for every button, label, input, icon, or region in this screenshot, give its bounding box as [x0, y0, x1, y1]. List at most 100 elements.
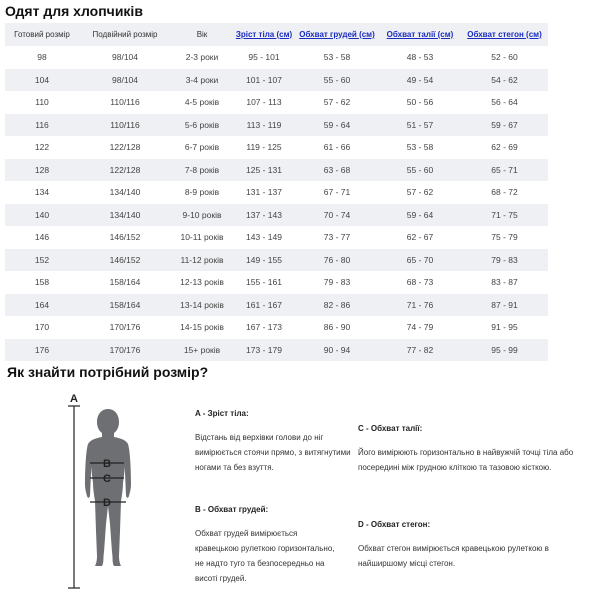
- col-header-hips-link[interactable]: Обхват стегон (см): [461, 23, 548, 46]
- table-cell: 62 - 69: [491, 142, 518, 153]
- table-row: 140 134/140 9-10 років 137 - 143 70 - 74 59 -…: [5, 203, 548, 226]
- col-header-height-link[interactable]: Зріст тіла (см): [233, 23, 295, 46]
- table-cell: 101 - 107: [233, 68, 295, 91]
- label-a: A: [70, 393, 78, 405]
- table-cell: 146/152: [109, 232, 141, 243]
- table-cell: 87 - 91: [461, 293, 548, 316]
- table-row: 104 98/104 3-4 роки 101 - 107 55 - 60 49 - 54…: [5, 68, 548, 91]
- table-cell: 2-3 роки: [185, 52, 219, 63]
- table-cell: 146/152: [79, 248, 171, 271]
- table-cell: 107 - 113: [246, 97, 282, 108]
- table-cell: 53 - 58: [406, 142, 434, 153]
- table-cell: 61 - 66: [323, 142, 351, 153]
- col-header-chest-link[interactable]: Обхват грудей (см): [295, 23, 379, 46]
- table-cell: 119 - 125: [246, 142, 282, 153]
- table-cell: 170: [34, 322, 50, 333]
- table-cell: 4-5 років: [184, 97, 220, 108]
- table-cell: 70 - 74: [295, 203, 379, 226]
- table-row: 122 122/128 6-7 років 119 - 125 61 - 66 53 - …: [5, 136, 548, 159]
- guide-item-waist: C - Обхват талії: Його вимірюють горизон…: [358, 424, 574, 472]
- table-cell: 56 - 64: [491, 97, 518, 108]
- table-row: 158 158/164 12-13 років 155 - 161 79 - 83 68 …: [5, 271, 548, 294]
- table-cell: 158: [34, 277, 50, 288]
- table-cell: 113 - 119: [233, 113, 295, 136]
- label-b: B: [103, 458, 111, 470]
- table-cell: 57 - 62: [323, 97, 351, 108]
- table-row: 110 110/116 4-5 років 107 - 113 57 - 62 50 - …: [5, 91, 548, 114]
- page-title: Одят для хлопчиків: [5, 3, 143, 19]
- table-cell: 79 - 83: [323, 277, 351, 288]
- table-cell: 73 - 77: [323, 232, 351, 243]
- table-row: 146 146/152 10-11 років 143 - 149 73 - 77 62 …: [5, 226, 548, 249]
- table-cell: 9-10 років: [171, 203, 233, 226]
- table-row: 152 146/152 11-12 років 149 - 155 76 - 80 65 …: [5, 248, 548, 271]
- table-cell: 176: [5, 338, 79, 361]
- table-cell: 57 - 62: [406, 187, 434, 198]
- table-cell: 71 - 76: [379, 293, 461, 316]
- table-cell: 98: [37, 52, 47, 63]
- table-cell: 104: [5, 68, 79, 91]
- label-c: C: [103, 473, 111, 485]
- table-cell: 59 - 67: [461, 113, 548, 136]
- table-row: 164 158/164 13-14 років 161 - 167 82 - 86 71 …: [5, 293, 548, 316]
- table-row: 128 122/128 7-8 років 125 - 131 63 - 68 55 - …: [5, 158, 548, 181]
- table-cell: 52 - 60: [491, 52, 518, 63]
- table-cell: 110: [35, 97, 49, 108]
- table-row: 176 170/176 15+ років 173 - 179 90 - 94 77 - …: [5, 338, 548, 361]
- table-cell: 98/104: [79, 68, 171, 91]
- table-cell: 12-13 років: [180, 277, 224, 288]
- col-header-double-size: Подвійний розмір: [79, 23, 171, 46]
- table-cell: 76 - 80: [295, 248, 379, 271]
- table-cell: 152: [5, 248, 79, 271]
- table-cell: 11-12 років: [171, 248, 233, 271]
- table-cell: 98/104: [112, 52, 138, 63]
- table-cell: 50 - 56: [406, 97, 434, 108]
- table-cell: 55 - 60: [295, 68, 379, 91]
- table-cell: 95 - 99: [461, 338, 548, 361]
- table-cell: 59 - 64: [295, 113, 379, 136]
- table-row: 98 98/104 2-3 роки 95 - 101 53 - 58 48 - 53 52…: [5, 46, 548, 69]
- table-cell: 125 - 131: [233, 158, 295, 181]
- table-cell: 15+ років: [171, 338, 233, 361]
- table-cell: 134/140: [79, 203, 171, 226]
- table-cell: 122: [34, 142, 50, 153]
- table-cell: 48 - 53: [406, 52, 434, 63]
- table-cell: 164: [5, 293, 79, 316]
- table-cell: 3-4 роки: [171, 68, 233, 91]
- table-header-row: Готовий розмір Подвійний розмір Вік Зріс…: [5, 23, 548, 46]
- table-cell: 155 - 161: [246, 277, 282, 288]
- table-cell: 8-9 років: [184, 187, 220, 198]
- table-cell: 51 - 57: [379, 113, 461, 136]
- table-cell: 71 - 75: [461, 203, 548, 226]
- table-cell: 86 - 90: [323, 322, 351, 333]
- table-cell: 62 - 67: [406, 232, 434, 243]
- table-cell: 128: [5, 158, 79, 181]
- guide-item-hips: D - Обхват стегон: Обхват стегон вимірює…: [358, 520, 549, 568]
- table-cell: 55 - 60: [379, 158, 461, 181]
- table-cell: 110/116: [110, 97, 140, 108]
- col-header-size: Готовий розмір: [5, 23, 79, 46]
- table-cell: 90 - 94: [295, 338, 379, 361]
- guide-item-height: A - Зріст тіла: Відстань від верхівки го…: [195, 409, 351, 472]
- table-cell: 74 - 79: [406, 322, 434, 333]
- table-cell: 14-15 років: [180, 322, 224, 333]
- table-cell: 143 - 149: [246, 232, 282, 243]
- table-cell: 173 - 179: [233, 338, 295, 361]
- table-cell: 122/128: [109, 142, 141, 153]
- table-cell: 10-11 років: [180, 232, 224, 243]
- table-cell: 54 - 62: [461, 68, 548, 91]
- table-cell: 170/176: [109, 322, 141, 333]
- guide-title: Як знайти потрібний розмір?: [7, 364, 209, 380]
- table-cell: 91 - 95: [491, 322, 518, 333]
- table-cell: 7-8 років: [171, 158, 233, 181]
- table-row: 170 170/176 14-15 років 167 - 173 86 - 90 74 …: [5, 316, 548, 339]
- table-cell: 161 - 167: [233, 293, 295, 316]
- table-cell: 59 - 64: [379, 203, 461, 226]
- table-cell: 77 - 82: [379, 338, 461, 361]
- table-cell: 79 - 83: [461, 248, 548, 271]
- col-header-waist-link[interactable]: Обхват талії (см): [379, 23, 461, 46]
- table-cell: 68 - 72: [491, 187, 518, 198]
- table-cell: 82 - 86: [295, 293, 379, 316]
- size-table: Готовий розмір Подвійний розмір Вік Зріс…: [5, 23, 548, 361]
- table-cell: 5-6 років: [171, 113, 233, 136]
